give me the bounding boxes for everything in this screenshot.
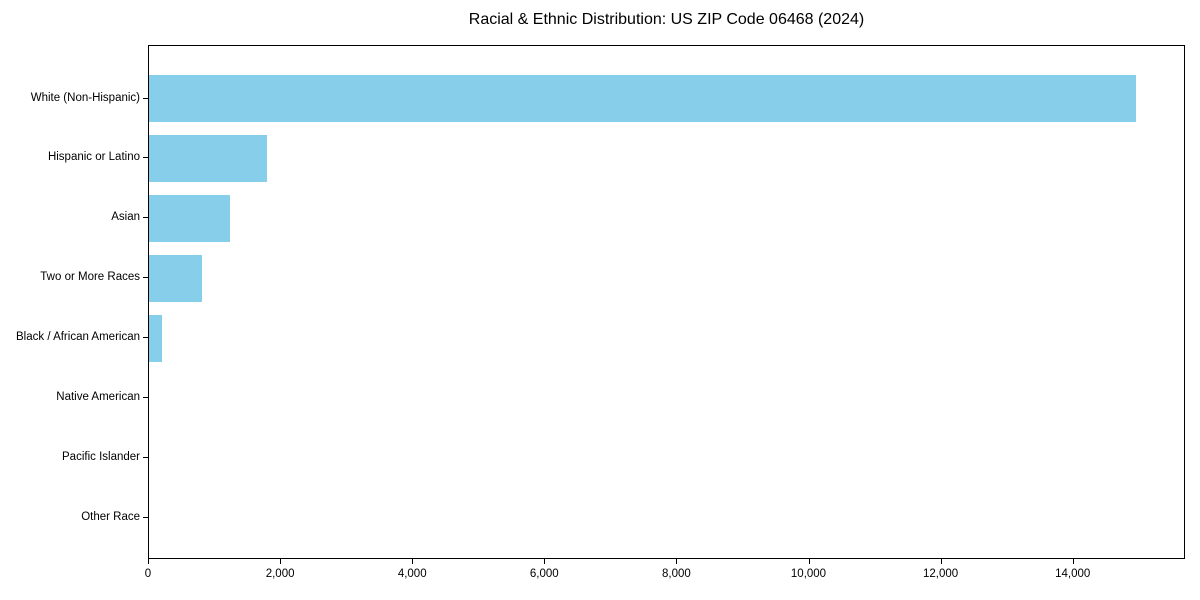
- x-tick-mark: [412, 559, 414, 564]
- y-tick-mark: [143, 337, 148, 339]
- y-axis-category-label: Native American: [56, 391, 140, 403]
- x-tick-mark: [808, 559, 810, 564]
- x-tick-label: 2,000: [265, 568, 295, 580]
- bar: [149, 254, 202, 302]
- bar: [149, 75, 1137, 122]
- x-tick-mark: [940, 559, 942, 564]
- x-tick-label: 12,000: [923, 568, 959, 580]
- y-tick-mark: [143, 97, 148, 99]
- bar: [149, 134, 267, 182]
- x-tick-label: 6,000: [529, 568, 559, 580]
- x-tick-label: 10,000: [790, 568, 827, 580]
- y-axis-category-label: Black / African American: [16, 331, 140, 344]
- x-tick-mark: [280, 559, 282, 564]
- x-tick-mark: [676, 559, 678, 564]
- y-axis-category-label: Pacific Islander: [62, 450, 140, 463]
- y-axis-category-label: Asian: [111, 211, 140, 224]
- x-tick-mark: [1072, 559, 1074, 564]
- x-tick-mark: [544, 559, 546, 564]
- y-axis-category-label: Hispanic or Latino: [47, 151, 140, 164]
- chart-title: Racial & Ethnic Distribution: US ZIP Cod…: [468, 11, 865, 28]
- x-tick-label: 8,000: [662, 568, 691, 580]
- bar: [149, 194, 231, 242]
- y-tick-mark: [143, 456, 148, 458]
- y-axis-category-label: Two or More Races: [40, 271, 140, 284]
- y-tick-mark: [143, 157, 148, 159]
- y-tick-mark: [143, 397, 148, 398]
- y-tick-mark: [143, 217, 148, 219]
- x-tick-mark: [148, 559, 149, 564]
- y-tick-mark: [143, 516, 148, 518]
- y-tick-mark: [143, 277, 148, 279]
- plot-area: [148, 45, 1185, 559]
- x-tick-label: 0: [144, 568, 152, 580]
- x-tick-label: 14,000: [1055, 568, 1091, 580]
- y-axis-category-label: White (Non-Hispanic): [30, 91, 140, 104]
- y-axis-category-label: Other Race: [81, 510, 140, 523]
- bar: [149, 314, 162, 362]
- x-tick-label: 4,000: [397, 568, 427, 580]
